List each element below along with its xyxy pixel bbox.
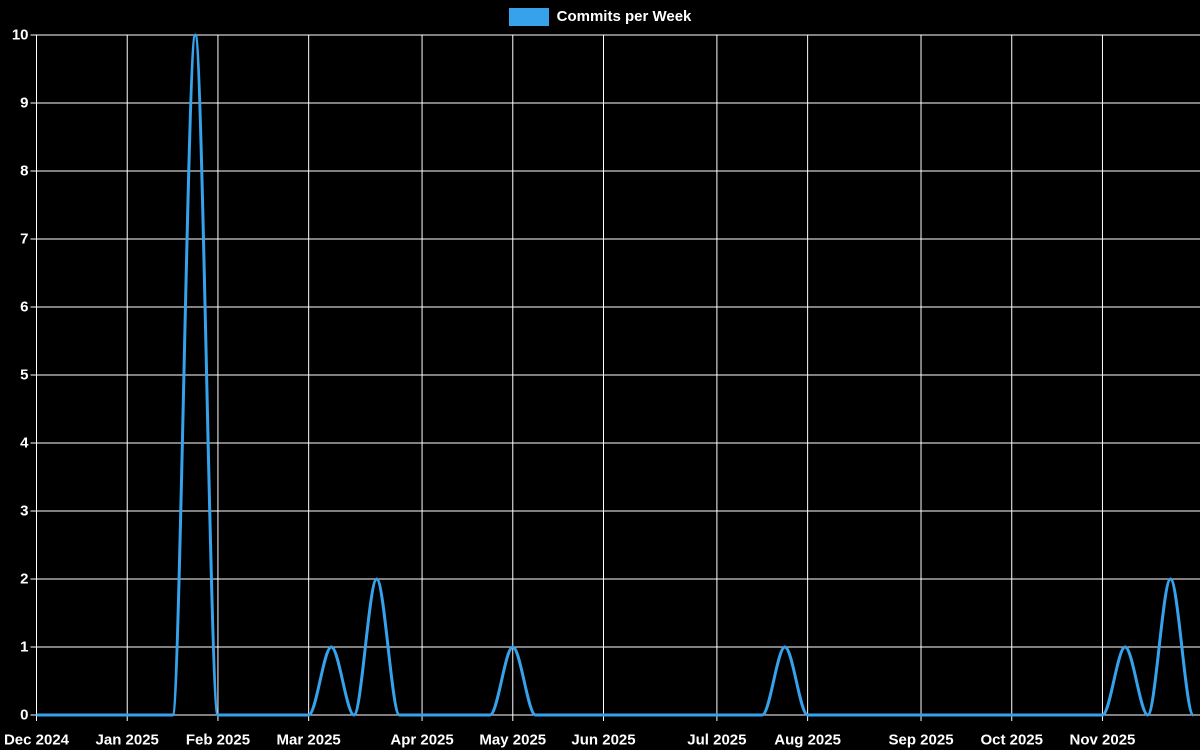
x-tick-label-6: Jun 2025: [571, 732, 635, 749]
x-tick-label-3: Mar 2025: [277, 732, 341, 749]
y-tick-label-4: 4: [20, 435, 29, 452]
y-tick-label-10: 10: [12, 27, 29, 44]
commits-line-series: [36, 33, 1195, 717]
legend: Commits per Week: [0, 6, 1200, 28]
y-tick-label-5: 5: [20, 367, 28, 384]
x-tick-label-10: Oct 2025: [980, 732, 1043, 749]
x-tick-label-5: May 2025: [479, 732, 546, 749]
x-tick-label-1: Jan 2025: [96, 732, 159, 749]
y-tick-label-9: 9: [20, 95, 28, 112]
y-tick-label-2: 2: [20, 571, 28, 588]
x-tick-label-7: Jul 2025: [687, 732, 746, 749]
x-tick-label-4: Apr 2025: [390, 732, 453, 749]
x-tick-label-9: Sep 2025: [888, 732, 953, 749]
legend-label: Commits per Week: [556, 8, 692, 25]
x-tick-label-11: Nov 2025: [1070, 732, 1136, 749]
legend-swatch: [508, 8, 549, 26]
y-tick-label-8: 8: [20, 163, 28, 180]
y-tick-label-3: 3: [20, 503, 28, 520]
y-tick-label-6: 6: [20, 299, 28, 316]
y-tick-label-0: 0: [20, 707, 28, 724]
legend-item-commits[interactable]: Commits per Week: [508, 8, 692, 26]
x-tick-label-2: Feb 2025: [186, 732, 250, 749]
x-tick-label-8: Aug 2025: [774, 732, 841, 749]
x-tick-label-0: Dec 2024: [4, 732, 70, 749]
y-tick-label-1: 1: [20, 639, 28, 656]
y-tick-label-7: 7: [20, 231, 28, 248]
